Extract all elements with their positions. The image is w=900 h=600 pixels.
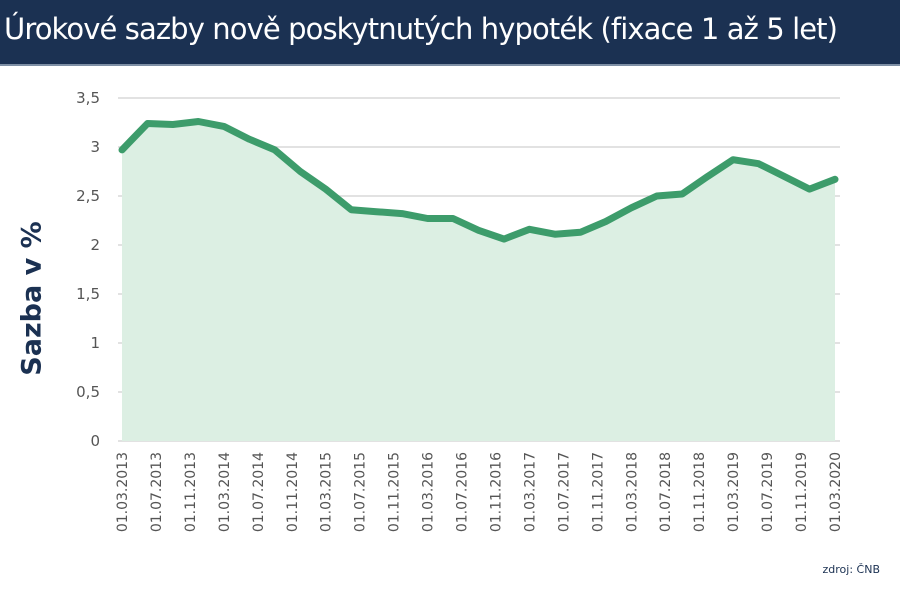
x-tick-label: 01.11.2018 xyxy=(692,452,708,532)
x-tick-label: 01.07.2019 xyxy=(760,452,776,532)
x-tick-label: 01.11.2017 xyxy=(590,452,606,532)
x-tick-label: 01.03.2014 xyxy=(217,452,233,532)
x-tick-label: 01.07.2017 xyxy=(556,452,572,532)
area-fill xyxy=(122,121,835,441)
y-tick-label: 3,5 xyxy=(76,89,100,107)
x-tick-label: 01.07.2014 xyxy=(251,452,267,532)
title-bar: Úrokové sazby nově poskytnutých hypoték … xyxy=(0,0,900,66)
y-tick-label: 0 xyxy=(90,432,100,450)
x-tick-label: 01.07.2016 xyxy=(455,452,471,532)
x-tick-label: 01.11.2013 xyxy=(183,452,199,532)
y-tick-label: 1,5 xyxy=(76,285,100,303)
x-tick-label: 01.07.2015 xyxy=(353,452,369,532)
x-tick-label: 01.11.2016 xyxy=(488,452,504,532)
x-tick-label: 01.03.2018 xyxy=(624,452,640,532)
x-axis-ticks: 01.03.2013 01.07.2013 01.11.2013 01.03.2014… xyxy=(115,452,844,532)
x-tick-label: 01.03.2019 xyxy=(726,452,742,532)
x-tick-label: 01.03.2020 xyxy=(828,452,844,532)
x-tick-label: 01.11.2019 xyxy=(794,452,810,532)
source-note: zdroj: ČNB xyxy=(822,563,880,576)
data-line xyxy=(118,118,839,243)
y-tick-label: 2 xyxy=(90,236,100,254)
x-tick-label: 01.11.2014 xyxy=(285,452,301,532)
y-tick-label: 3 xyxy=(90,138,100,156)
x-tick-label: 01.03.2017 xyxy=(522,452,538,532)
x-tick-label: 01.07.2013 xyxy=(149,452,165,532)
x-tick-label: 01.07.2018 xyxy=(658,452,674,532)
y-tick-label: 1 xyxy=(90,334,100,352)
x-tick-label: 01.03.2015 xyxy=(319,452,335,532)
y-tick-label: 0,5 xyxy=(76,383,100,401)
y-axis-ticks: 0 0,5 1 1,5 2 2,5 3 3,5 xyxy=(76,89,100,450)
x-tick-label: 01.11.2015 xyxy=(387,452,403,532)
chart-title: Úrokové sazby nově poskytnutých hypoték … xyxy=(4,12,838,46)
x-tick-label: 01.03.2013 xyxy=(115,452,131,532)
y-tick-label: 2,5 xyxy=(76,187,100,205)
x-tick-label: 01.03.2016 xyxy=(421,452,437,532)
